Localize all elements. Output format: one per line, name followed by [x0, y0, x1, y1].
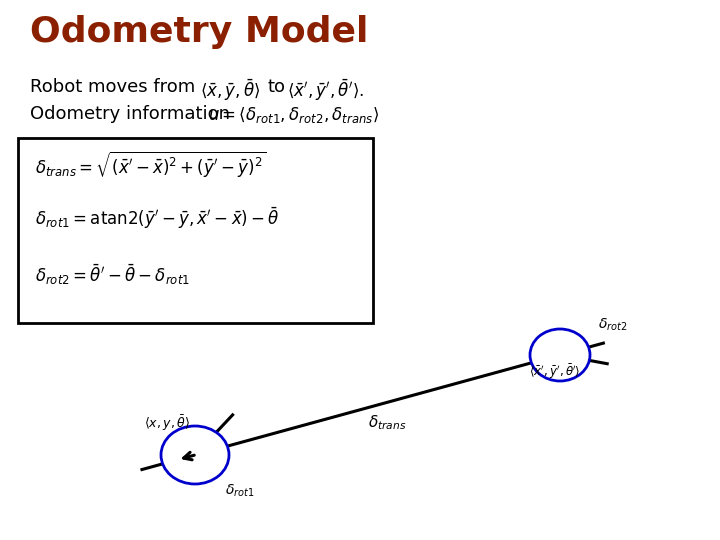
Text: $\langle \bar{x}, \bar{y}, \bar{\theta} \rangle$: $\langle \bar{x}, \bar{y}, \bar{\theta} … [200, 78, 261, 104]
Text: $u = \langle \delta_{rot1}, \delta_{rot2}, \delta_{trans} \rangle$: $u = \langle \delta_{rot1}, \delta_{rot2… [208, 105, 379, 125]
Text: $\langle \bar{x}', \bar{y}', \bar{\theta}' \rangle$.: $\langle \bar{x}', \bar{y}', \bar{\theta… [287, 78, 364, 104]
Text: Robot moves from: Robot moves from [30, 78, 195, 96]
Text: $\delta_{rot2} = \bar{\theta}'-\bar{\theta} - \delta_{rot1}$: $\delta_{rot2} = \bar{\theta}'-\bar{\the… [35, 263, 190, 287]
FancyBboxPatch shape [18, 138, 373, 323]
Ellipse shape [530, 329, 590, 381]
Text: Odometry information: Odometry information [30, 105, 230, 123]
Text: $\langle \bar{x}', \bar{y}', \bar{\theta}' \rangle$: $\langle \bar{x}', \bar{y}', \bar{\theta… [529, 363, 581, 381]
Text: to: to [268, 78, 286, 96]
Ellipse shape [161, 426, 229, 484]
Text: $\delta_{trans}$: $\delta_{trans}$ [368, 413, 407, 431]
Text: $\delta_{rot1} = \mathrm{atan2}(\bar{y}'-\bar{y}, \bar{x}'-\bar{x}) - \bar{\thet: $\delta_{rot1} = \mathrm{atan2}(\bar{y}'… [35, 206, 279, 232]
Text: $\delta_{trans} = \sqrt{(\bar{x}'-\bar{x})^2 + (\bar{y}'-\bar{y})^2}$: $\delta_{trans} = \sqrt{(\bar{x}'-\bar{x… [35, 150, 266, 180]
Text: $\delta_{rot2}$: $\delta_{rot2}$ [598, 317, 627, 333]
Text: $\langle x, y, \bar{\theta} \rangle$: $\langle x, y, \bar{\theta} \rangle$ [144, 413, 190, 433]
Text: $\delta_{rot1}$: $\delta_{rot1}$ [225, 483, 254, 500]
Text: Odometry Model: Odometry Model [30, 15, 369, 49]
